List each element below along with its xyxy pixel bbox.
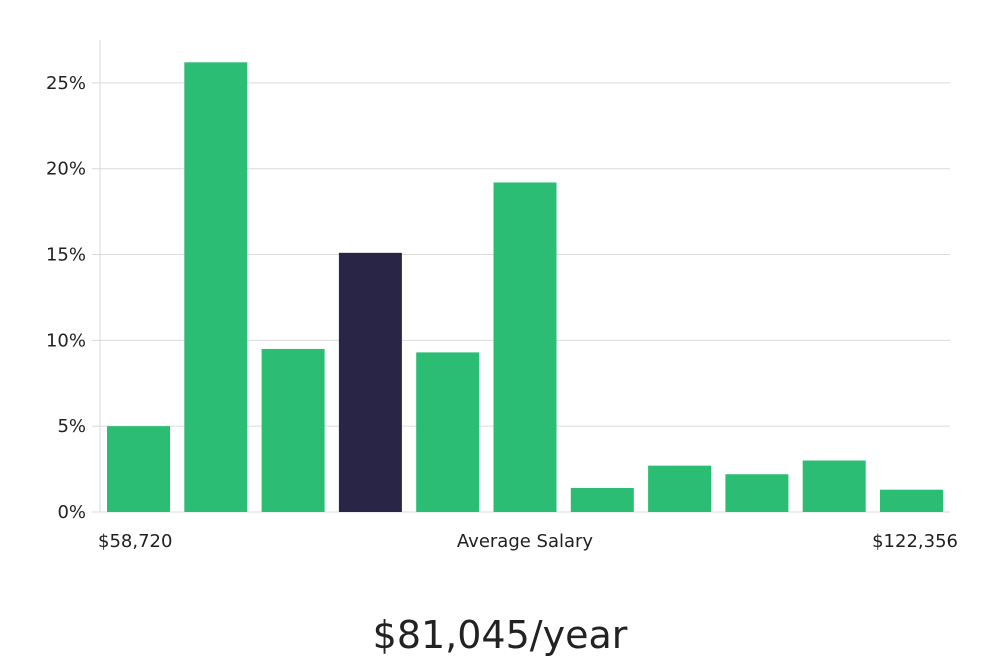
bar bbox=[107, 426, 170, 512]
bar bbox=[880, 489, 943, 512]
y-tick-label: 15% bbox=[46, 245, 86, 266]
bar bbox=[802, 460, 866, 512]
y-tick-label: 5% bbox=[57, 416, 86, 437]
bar bbox=[493, 182, 557, 512]
bar-highlighted bbox=[338, 252, 402, 512]
average-salary-value: $81,045/year bbox=[373, 613, 628, 657]
x-axis-min-label: $58,720 bbox=[98, 531, 172, 552]
bar bbox=[416, 352, 480, 512]
bar bbox=[725, 474, 789, 512]
bars bbox=[107, 62, 943, 512]
bar bbox=[570, 487, 634, 512]
y-tick-label: 0% bbox=[57, 502, 86, 523]
x-axis-label: Average Salary bbox=[457, 531, 594, 552]
x-axis-max-label: $122,356 bbox=[872, 531, 958, 552]
bar bbox=[261, 348, 325, 512]
y-tick-labels: 0% 5% 10% 15% 20% 25% bbox=[46, 73, 86, 523]
bar bbox=[184, 62, 248, 512]
bar bbox=[648, 465, 712, 512]
y-tick-label: 10% bbox=[46, 330, 86, 351]
y-tick-label: 25% bbox=[46, 73, 86, 94]
y-tick-label: 20% bbox=[46, 159, 86, 180]
